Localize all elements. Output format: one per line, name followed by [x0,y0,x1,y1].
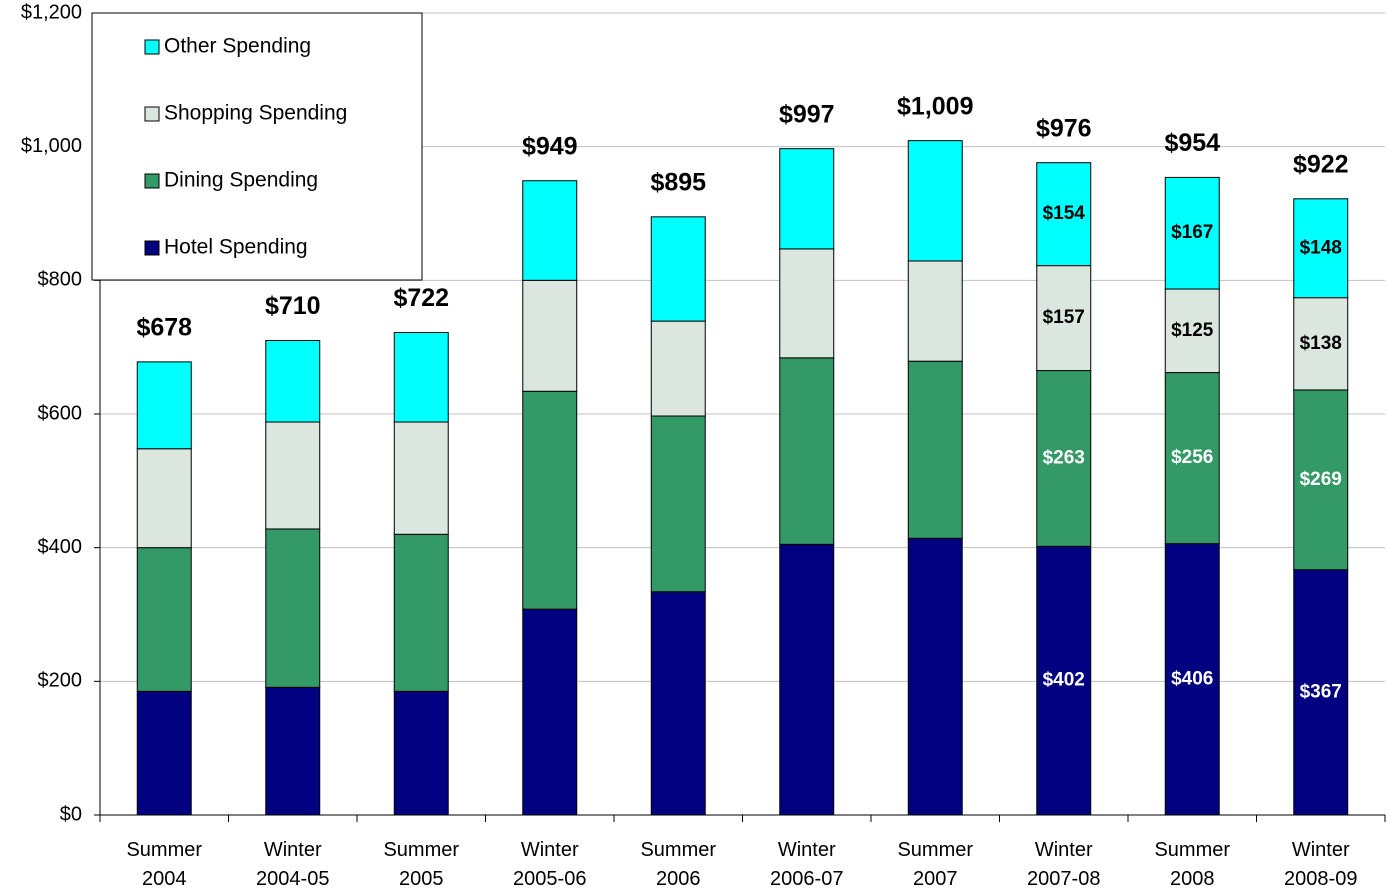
bar-segment [265,339,321,423]
bar-segment [779,248,835,359]
bar-segment [1036,545,1092,816]
legend-label: Hotel Spending [164,236,308,259]
bar-segment [1164,372,1220,545]
bar-segment [1293,389,1349,571]
bar-segment [265,421,321,530]
x-tick-label: Summer 2007 [897,839,974,890]
y-tick-label: $200 [38,670,83,692]
bar-segment [779,543,835,816]
x-tick-label: Winter 2008-09 [1284,839,1358,890]
legend-label: Shopping Spending [164,102,347,125]
bar-segment [650,216,706,322]
bar-segment [1293,297,1349,391]
bar-segment [1036,162,1092,267]
bar-segment [1036,265,1092,372]
total-label: $954 [1164,129,1220,157]
bar-segment [650,415,706,593]
x-tick-label: Summer 2005 [383,839,460,890]
total-label: $895 [650,168,706,196]
legend-swatch [144,106,160,122]
segment-label: $402 [1043,670,1085,691]
bar-segment [522,279,578,392]
segment-label: $125 [1171,320,1214,341]
bar-segment [265,686,321,816]
y-tick-label: $0 [60,803,82,825]
legend-label: Dining Spending [164,169,318,192]
bar-segment [1036,370,1092,547]
total-label: $1,009 [897,92,973,120]
legend-swatch [144,39,160,55]
segment-label: $406 [1171,668,1213,689]
x-tick-label: Summer 2008 [1154,839,1231,890]
total-label: $710 [265,292,321,320]
y-tick-label: $600 [38,402,83,424]
bar-segment [1164,176,1220,290]
legend-swatch [144,240,160,256]
total-label: $922 [1293,150,1349,178]
x-tick-label: Winter 2007-08 [1027,839,1101,890]
bar-segment [650,320,706,417]
bar-segment [393,331,449,423]
bar-segment [1164,288,1220,374]
bar-segment [393,690,449,816]
segment-label: $157 [1043,307,1085,328]
x-tick-label: Summer 2004 [126,839,203,890]
y-tick-label: $800 [38,269,83,291]
x-tick-label: Winter 2006-07 [770,839,844,890]
x-tick-label: Summer 2006 [640,839,717,890]
bar-segment [779,357,835,545]
bar-segment [136,361,192,450]
bar-segment [907,537,963,816]
bar-segment [522,608,578,816]
legend-label: Other Spending [164,35,311,58]
bar-segment [522,390,578,610]
segment-label: $367 [1300,681,1342,702]
segment-label: $256 [1171,447,1213,468]
segment-label: $269 [1300,469,1342,490]
bar-segment [1164,543,1220,816]
bar-segment [393,421,449,535]
segment-label: $167 [1171,222,1213,243]
legend-swatch [144,173,160,189]
bar-segment [650,591,706,816]
segment-label: $138 [1300,333,1342,354]
y-tick-label: $400 [38,536,83,558]
y-tick-label: $1,200 [21,1,82,23]
bar-segment [1293,198,1349,299]
segment-label: $263 [1043,447,1085,468]
bar-segment [907,260,963,362]
total-label: $722 [393,284,449,312]
x-tick-label: Winter 2005-06 [513,839,587,890]
x-tick-label: Winter 2004-05 [256,839,330,890]
bar-segment [136,448,192,549]
bar-segment [136,690,192,816]
bar-segment [907,360,963,539]
total-label: $997 [779,100,835,128]
bar-segment [136,547,192,692]
y-tick-label: $1,000 [21,135,82,157]
bar-segment [1293,569,1349,816]
legend-box [91,12,423,281]
bar-segment [907,140,963,262]
total-label: $678 [136,313,192,341]
total-label: $976 [1036,114,1092,142]
segment-label: $154 [1043,203,1086,224]
bar-segment [522,180,578,281]
total-label: $949 [522,132,578,160]
segment-label: $148 [1300,237,1342,258]
bar-segment [779,148,835,250]
bar-segment [265,528,321,688]
bar-segment [393,533,449,692]
